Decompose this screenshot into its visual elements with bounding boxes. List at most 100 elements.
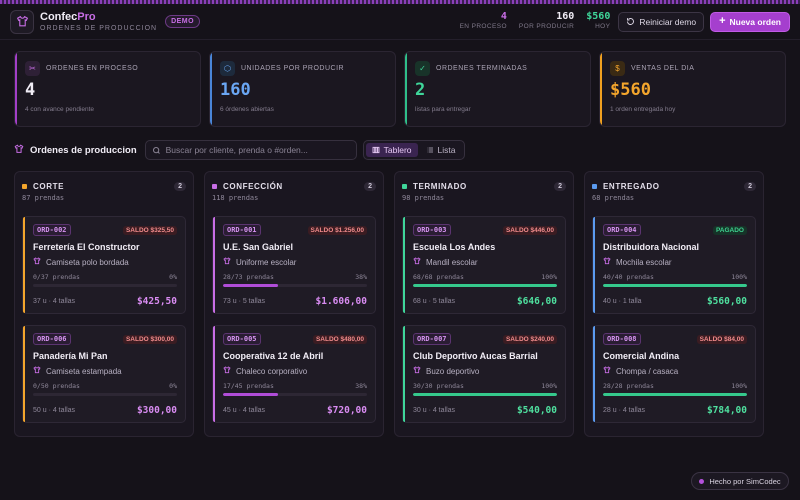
app-header: ConfecPro ORDENES DE PRODUCCION DEMO 4 E…	[0, 4, 800, 40]
progress-bar	[223, 393, 367, 396]
order-card[interactable]: ORD-006 SALDO $300,00 Panadería Mi Pan C…	[22, 325, 186, 423]
product-line: Camiseta estampada	[33, 366, 177, 376]
progress-bar	[223, 284, 367, 287]
column-count-badge: 2	[174, 181, 186, 191]
shirt-icon	[33, 257, 41, 267]
column-subtitle: 118 prendas	[212, 194, 259, 202]
order-card[interactable]: ORD-002 SALDO $325,50 Ferretería El Cons…	[22, 216, 186, 314]
kpi-value: 2	[415, 80, 426, 100]
kpi-subtitle: 6 órdenes abiertas	[220, 106, 274, 113]
scissors-icon: ✂	[25, 61, 40, 76]
new-order-button[interactable]: + Nueva orden	[710, 11, 790, 32]
product-line: Mandil escolar	[413, 257, 557, 267]
progress-bar-fill	[413, 284, 557, 287]
product-line: Mochila escolar	[603, 257, 747, 267]
order-card[interactable]: ORD-008 SALDO $84,00 Comercial Andina Ch…	[592, 325, 756, 423]
order-amount: $784,00	[706, 405, 747, 416]
kpi-card: ✓ ORDENES TERMINADAS 2 listas para entre…	[404, 51, 591, 127]
kpi-value: 160	[220, 80, 251, 100]
progress-bar-fill	[603, 393, 747, 396]
reset-demo-button[interactable]: Reiniciar demo	[618, 11, 705, 32]
progress-percent: 0%	[169, 382, 177, 390]
progress-count: 28/28 prendas	[603, 382, 654, 390]
column-subtitle: 98 prendas	[402, 194, 445, 202]
product-line: Camiseta polo bordada	[33, 257, 177, 267]
view-list-button[interactable]: Lista	[420, 143, 462, 157]
order-number-badge: ORD-002	[33, 224, 71, 236]
shirt-icon	[33, 366, 41, 376]
order-amount: $300,00	[136, 405, 177, 416]
brand-name: ConfecPro	[40, 10, 157, 23]
units-sizes: 37 u · 4 tallas	[33, 298, 76, 305]
header-stat: $560 HOY	[586, 12, 610, 31]
kpi-subtitle: 4 con avance pendiente	[25, 106, 95, 113]
search-icon	[152, 146, 160, 154]
header-stat-value: 160	[556, 11, 575, 23]
plus-icon: +	[719, 15, 726, 27]
progress-bar-fill	[413, 393, 557, 396]
column-count-badge: 2	[744, 181, 756, 191]
progress-percent: 100%	[541, 273, 557, 281]
search-input[interactable]	[165, 145, 346, 155]
header-stat: 160 POR PRODUCIR	[519, 12, 574, 31]
progress-percent: 100%	[731, 382, 747, 390]
client-name: Distribuidora Nacional	[603, 242, 700, 252]
progress-count: 28/73 prendas	[223, 273, 274, 281]
column-title: CORTE	[33, 181, 64, 191]
order-card[interactable]: ORD-005 SALDO $480,00 Cooperativa 12 de …	[212, 325, 376, 423]
progress-row: 17/45 prendas 38%	[223, 382, 367, 390]
search-box[interactable]	[144, 140, 357, 160]
kpi-cards: ✂ ORDENES EN PROCESO 4 4 con avance pend…	[14, 51, 786, 127]
client-name: Ferretería El Constructor	[33, 242, 140, 252]
view-board-button[interactable]: Tablero	[365, 143, 418, 157]
brand-name-main: Confec	[40, 10, 78, 23]
order-number-badge: ORD-006	[33, 333, 71, 345]
product-name: Chaleco corporativo	[236, 366, 308, 376]
kpi-title: ORDENES TERMINADAS	[436, 65, 528, 72]
balance-badge: SALDO $300,00	[122, 334, 177, 344]
header-stat-label: HOY	[595, 23, 611, 31]
order-card[interactable]: ORD-007 SALDO $240,00 Club Deportivo Auc…	[402, 325, 566, 423]
view-board-label: Tablero	[383, 145, 412, 155]
new-order-label: Nueva orden	[729, 16, 782, 27]
column-title: TERMINADO	[413, 181, 467, 191]
product-name: Mandil escolar	[426, 257, 478, 267]
brand-subtitle: ORDENES DE PRODUCCION	[40, 24, 158, 32]
board-column: TERMINADO 2 98 prendas ORD-003 SALDO $44…	[394, 171, 574, 437]
kpi-title: UNIDADES POR PRODUCIR	[241, 65, 345, 72]
header-stat: 4 EN PROCESO	[460, 12, 507, 31]
units-sizes: 40 u · 1 talla	[603, 298, 642, 305]
made-by-badge[interactable]: Hecho por SimCodec	[691, 472, 789, 490]
column-header: CONFECCIÓN 2	[212, 179, 376, 193]
progress-row: 28/28 prendas 100%	[603, 382, 747, 390]
progress-percent: 100%	[731, 273, 747, 281]
client-name: Comercial Andina	[603, 351, 680, 361]
column-subtitle: 68 prendas	[592, 194, 635, 202]
balance-badge: SALDO $84,00	[696, 334, 747, 344]
order-card[interactable]: ORD-001 SALDO $1.256,00 U.E. San Gabriel…	[212, 216, 376, 314]
progress-row: 40/40 prendas 100%	[603, 273, 747, 281]
order-card[interactable]: ORD-003 SALDO $446,00 Escuela Los Andes …	[402, 216, 566, 314]
shirt-icon	[603, 257, 611, 267]
balance-badge: SALDO $240,00	[502, 334, 557, 344]
progress-percent: 38%	[355, 382, 367, 390]
progress-row: 28/73 prendas 38%	[223, 273, 367, 281]
view-toggle: Tablero Lista	[362, 140, 465, 160]
reset-demo-label: Reiniciar demo	[639, 16, 697, 27]
progress-count: 0/50 prendas	[33, 382, 80, 390]
status-dot-icon	[592, 183, 597, 189]
order-number-badge: ORD-007	[413, 333, 451, 345]
check-circle-icon: ✓	[415, 61, 430, 76]
balance-badge: PAGADO	[712, 225, 747, 235]
list-icon	[426, 147, 433, 153]
column-header: TERMINADO 2	[402, 179, 566, 193]
kpi-value: 4	[25, 80, 36, 100]
progress-row: 0/37 prendas 0%	[33, 273, 177, 281]
progress-count: 0/37 prendas	[33, 273, 80, 281]
kpi-title: VENTAS DEL DIA	[631, 65, 695, 72]
balance-badge: SALDO $480,00	[312, 334, 367, 344]
column-header: ENTREGADO 2	[592, 179, 756, 193]
order-card[interactable]: ORD-004 PAGADO Distribuidora Nacional Mo…	[592, 216, 756, 314]
product-name: Uniforme escolar	[236, 257, 297, 267]
column-title: ENTREGADO	[603, 181, 660, 191]
